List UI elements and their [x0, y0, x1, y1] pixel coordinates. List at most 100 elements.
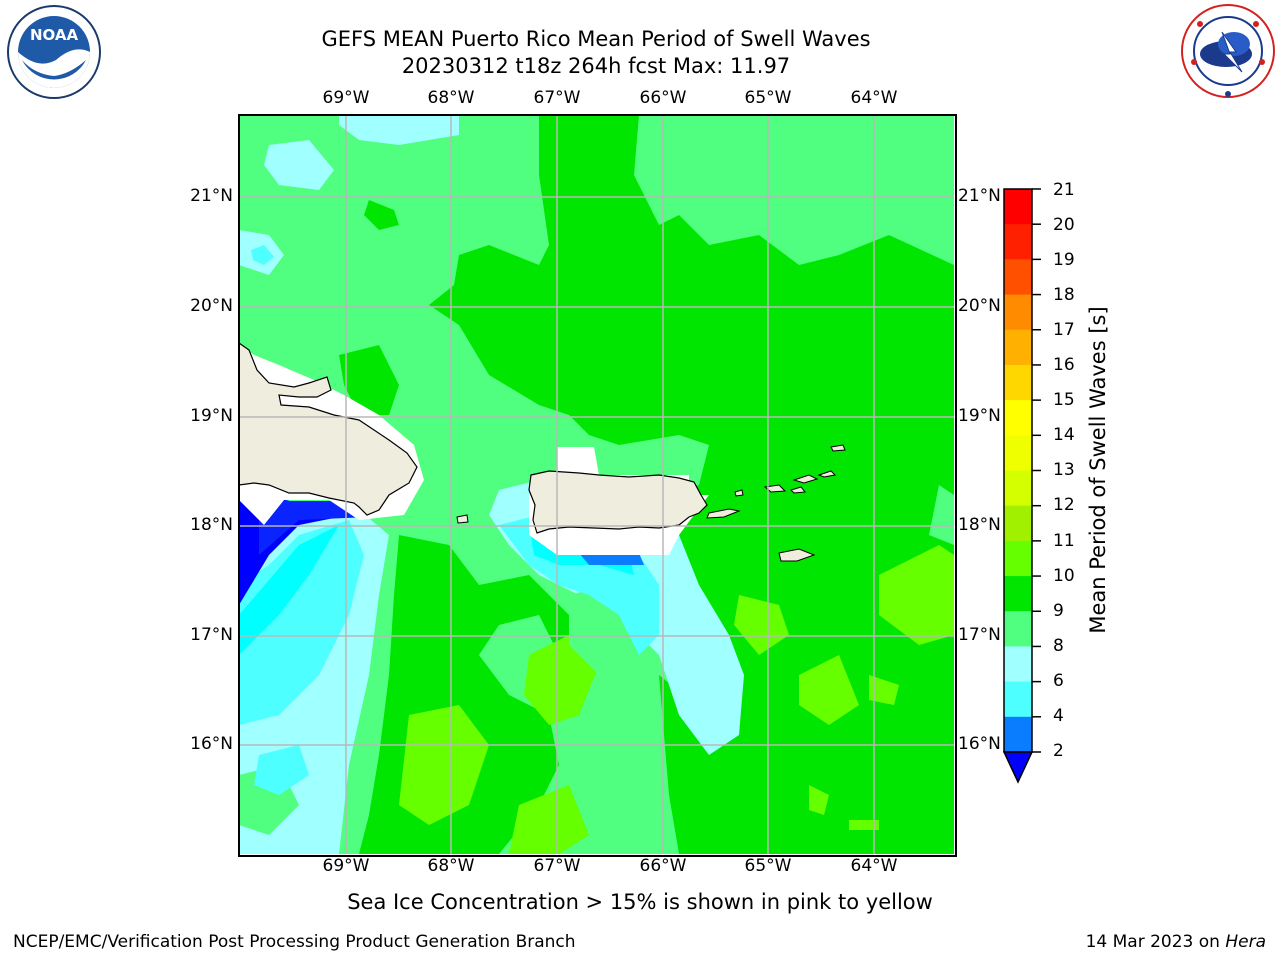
lat-label-right: 18°N	[958, 515, 1001, 535]
lat-label-right: 21°N	[958, 186, 1001, 206]
lon-label-top: 65°W	[744, 88, 792, 108]
lon-label-top: 64°W	[850, 88, 898, 108]
contour-8-9	[339, 115, 459, 145]
colorbar	[1002, 188, 1047, 788]
island-culebra	[734, 489, 744, 497]
colorbar-tick-label: 15	[1053, 390, 1075, 410]
contour-below-2	[259, 501, 369, 555]
colorbar-cell	[1004, 400, 1032, 436]
lon-label-bottom: 65°W	[744, 856, 792, 876]
contour-11-12	[879, 545, 954, 645]
lat-label-right: 20°N	[958, 296, 1001, 316]
contour-11-12	[849, 820, 879, 830]
island-st-thomas	[763, 484, 787, 493]
lon-label-bottom: 67°W	[533, 856, 581, 876]
colorbar-cell	[1004, 540, 1032, 577]
lat-label-left: 20°N	[190, 296, 233, 316]
noaa-logo-text: NOAA	[30, 26, 79, 44]
colorbar-tick-label: 8	[1053, 636, 1064, 656]
chart-subtitle: 20230312 t18z 264h fcst Max: 11.97	[401, 54, 791, 78]
contour-6-8	[254, 745, 309, 795]
contour-10-11	[339, 345, 399, 415]
contour-11-12	[399, 705, 489, 825]
colorbar-tick-label: 18	[1053, 285, 1075, 305]
colorbar-tick-label: 2	[1053, 741, 1064, 761]
colorbar-extend-arrow	[1002, 751, 1034, 784]
colorbar-cell	[1004, 505, 1032, 542]
colorbar-tick-label: 20	[1053, 215, 1075, 235]
island-mona	[456, 514, 469, 524]
island-anegada	[830, 444, 846, 452]
lat-label-left: 16°N	[190, 734, 233, 754]
colorbar-tick-label: 12	[1053, 495, 1075, 515]
lat-label-left: 19°N	[190, 406, 233, 426]
contour-10-11	[659, 675, 739, 854]
lat-label-right: 17°N	[958, 625, 1001, 645]
island-st-croix	[778, 548, 816, 562]
lon-label-top: 67°W	[533, 88, 581, 108]
graticule	[239, 115, 954, 854]
land-hispaniola	[239, 342, 418, 516]
nws-logo	[1178, 2, 1278, 104]
colorbar-cell	[1004, 435, 1032, 471]
contour-6-8	[251, 245, 274, 265]
contour-11-12	[799, 655, 859, 725]
contour-2-4	[579, 553, 644, 565]
island-tortola	[792, 474, 819, 484]
colorbar-cell	[1004, 364, 1032, 401]
sea-ice-note: Sea Ice Concentration > 15% is shown in …	[347, 890, 933, 914]
colorbar-tick-label: 11	[1053, 531, 1075, 551]
lat-label-right: 16°N	[958, 734, 1001, 754]
lon-label-top: 68°W	[427, 88, 475, 108]
contour-8-9	[264, 140, 334, 190]
colorbar-cell	[1004, 611, 1032, 647]
colorbar-cell	[1004, 259, 1032, 296]
contour-10-11	[364, 200, 399, 230]
colorbar-tick-label: 13	[1053, 460, 1075, 480]
contour-11-12	[509, 785, 589, 854]
lon-label-bottom: 68°W	[427, 856, 475, 876]
lon-label-bottom: 69°W	[322, 856, 370, 876]
colorbar-cell	[1004, 224, 1032, 260]
colorbar-tick-label: 6	[1053, 671, 1064, 691]
island-vieques	[706, 508, 741, 519]
footer-credit: NCEP/EMC/Verification Post Processing Pr…	[13, 932, 576, 952]
lat-label-right: 19°N	[958, 406, 1001, 426]
island-st-john	[790, 486, 806, 494]
colorbar-tick-label: 9	[1053, 601, 1064, 621]
contour-6-8	[239, 520, 364, 725]
colorbar-cell	[1004, 576, 1032, 612]
colorbar-cell	[1004, 716, 1032, 753]
colorbar-tick-label: 4	[1053, 706, 1064, 726]
contour-11-12	[869, 675, 899, 705]
contour-4-6	[239, 525, 339, 655]
contour-11-12	[524, 635, 599, 725]
colorbar-tick-label: 16	[1053, 355, 1075, 375]
noaa-logo: NOAA	[4, 4, 104, 104]
swell-period-map	[239, 115, 954, 854]
lon-label-bottom: 64°W	[850, 856, 898, 876]
colorbar-cell	[1004, 470, 1032, 507]
colorbar-cell	[1004, 329, 1032, 366]
lat-label-left: 17°N	[190, 625, 233, 645]
colorbar-cell	[1004, 646, 1032, 683]
colorbar-tick-label: 19	[1053, 250, 1075, 270]
colorbar-title: Mean Period of Swell Waves [s]	[1086, 306, 1110, 634]
lat-label-left: 18°N	[190, 515, 233, 535]
land-puerto-rico	[528, 470, 708, 534]
colorbar-tick-label: 21	[1053, 180, 1075, 200]
island-virgin-gorda	[817, 470, 837, 478]
colorbar-tick-label: 14	[1053, 425, 1075, 445]
lon-label-bottom: 66°W	[639, 856, 687, 876]
lat-label-left: 21°N	[190, 186, 233, 206]
colorbar-cell	[1004, 681, 1032, 718]
footer-date: 14 Mar 2023 on Hera	[1085, 932, 1266, 952]
colorbar-cell	[1004, 189, 1032, 225]
colorbar-tick-label: 10	[1053, 566, 1075, 586]
chart-title: GEFS MEAN Puerto Rico Mean Period of Swe…	[321, 27, 871, 51]
contour-11-12	[734, 595, 789, 655]
contour-11-12	[809, 785, 829, 815]
colorbar-cell	[1004, 294, 1032, 331]
colorbar-tick-label: 17	[1053, 320, 1075, 340]
lon-label-top: 66°W	[639, 88, 687, 108]
